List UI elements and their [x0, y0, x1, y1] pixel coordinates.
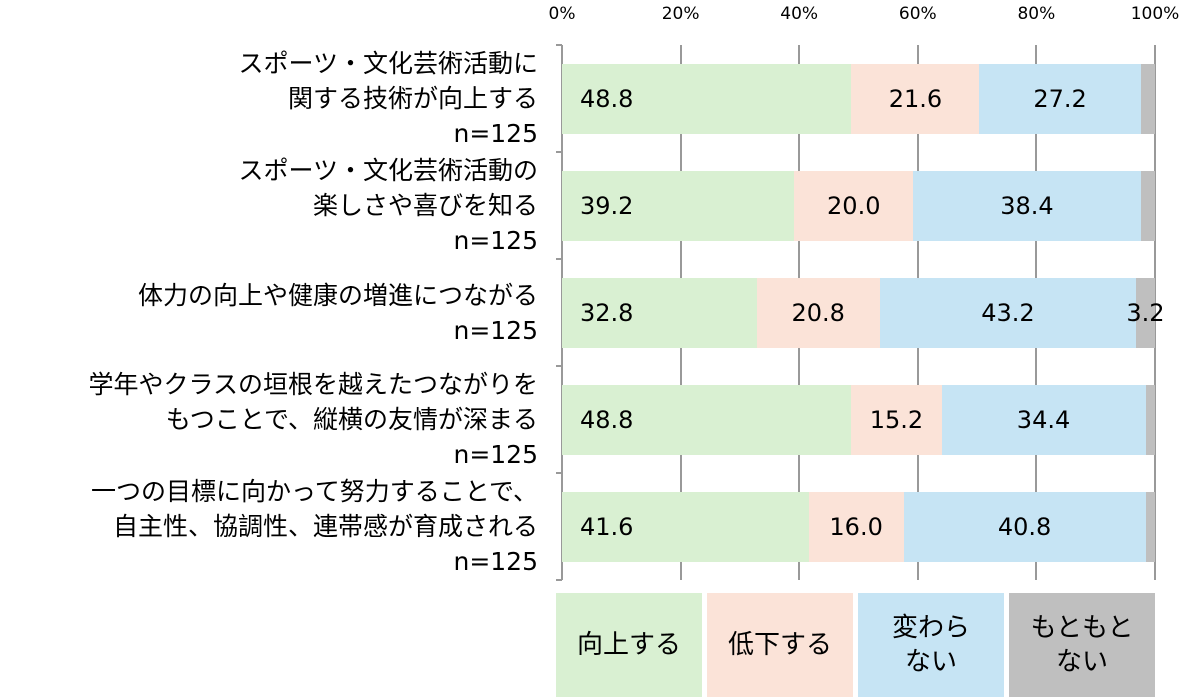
category-label: スポーツ・文化芸術活動の 楽しさや喜びを知る n=125 [238, 156, 538, 255]
legend-item: もともと ない [1009, 593, 1155, 697]
bar-segment [1145, 384, 1155, 455]
value-label: 32.8 [580, 298, 634, 327]
bar-segment [903, 491, 1146, 562]
bar-segment [879, 277, 1137, 348]
y-tick [556, 472, 562, 474]
y-tick [556, 151, 562, 153]
category-label: スポーツ・文化芸術活動に 関する技術が向上する n=125 [238, 49, 538, 148]
value-label: 48.8 [580, 405, 634, 434]
value-label: 16.0 [829, 512, 883, 541]
bar-segment [1145, 491, 1155, 562]
grid-line [1154, 45, 1156, 580]
bar-segment [756, 277, 880, 348]
y-tick [556, 579, 562, 581]
bar-segment [562, 63, 852, 134]
bar-segment [562, 384, 852, 455]
category-label: 体力の向上や健康の増進につながる n=125 [137, 280, 538, 345]
bar-segment [1140, 63, 1155, 134]
bar-segment [979, 63, 1141, 134]
value-label: 20.0 [827, 191, 881, 220]
bar-segment [851, 63, 980, 134]
value-label: 3.2 [1126, 298, 1165, 327]
value-label: 38.4 [1000, 191, 1054, 220]
legend-item: 変わら ない [858, 593, 1004, 697]
x-tick-label: 0% [548, 4, 576, 24]
legend-item: 向上する [556, 593, 702, 697]
category-label: 学年やクラスの垣根を越えたつながりを もつことで、縦横の友情が深まる n=125 [88, 370, 538, 469]
x-tick-label: 40% [780, 4, 819, 24]
x-tick-label: 20% [661, 4, 700, 24]
bar-segment [808, 491, 904, 562]
y-tick [556, 44, 562, 46]
value-label: 15.2 [869, 405, 924, 434]
value-label: 48.8 [580, 84, 634, 113]
bar-segment [851, 384, 942, 455]
bar-segment [562, 491, 809, 562]
y-tick [556, 365, 562, 367]
bar-segment [913, 170, 1141, 241]
x-tick-label: 80% [1017, 4, 1056, 24]
bar-segment [562, 277, 757, 348]
x-tick-label: 100% [1130, 4, 1180, 24]
value-label: 39.2 [580, 191, 634, 220]
legend-item: 低下する [707, 593, 853, 697]
value-label: 27.2 [1033, 84, 1087, 113]
value-label: 40.8 [997, 512, 1052, 541]
bar-segment [794, 170, 914, 241]
bar-segment [1136, 277, 1155, 348]
category-label: 一つの目標に向かって努力することで、 自主性、協調性、連帯感が育成される n=1… [90, 477, 538, 576]
bar-segment [941, 384, 1146, 455]
value-label: 43.2 [981, 298, 1035, 327]
value-label: 34.4 [1016, 405, 1071, 434]
bar-segment [562, 170, 795, 241]
value-label: 21.6 [888, 84, 943, 113]
value-label: 41.6 [580, 512, 634, 541]
y-tick [556, 258, 562, 260]
value-label: 20.8 [791, 298, 845, 327]
bar-segment [1140, 170, 1155, 241]
x-tick-label: 60% [898, 4, 937, 24]
